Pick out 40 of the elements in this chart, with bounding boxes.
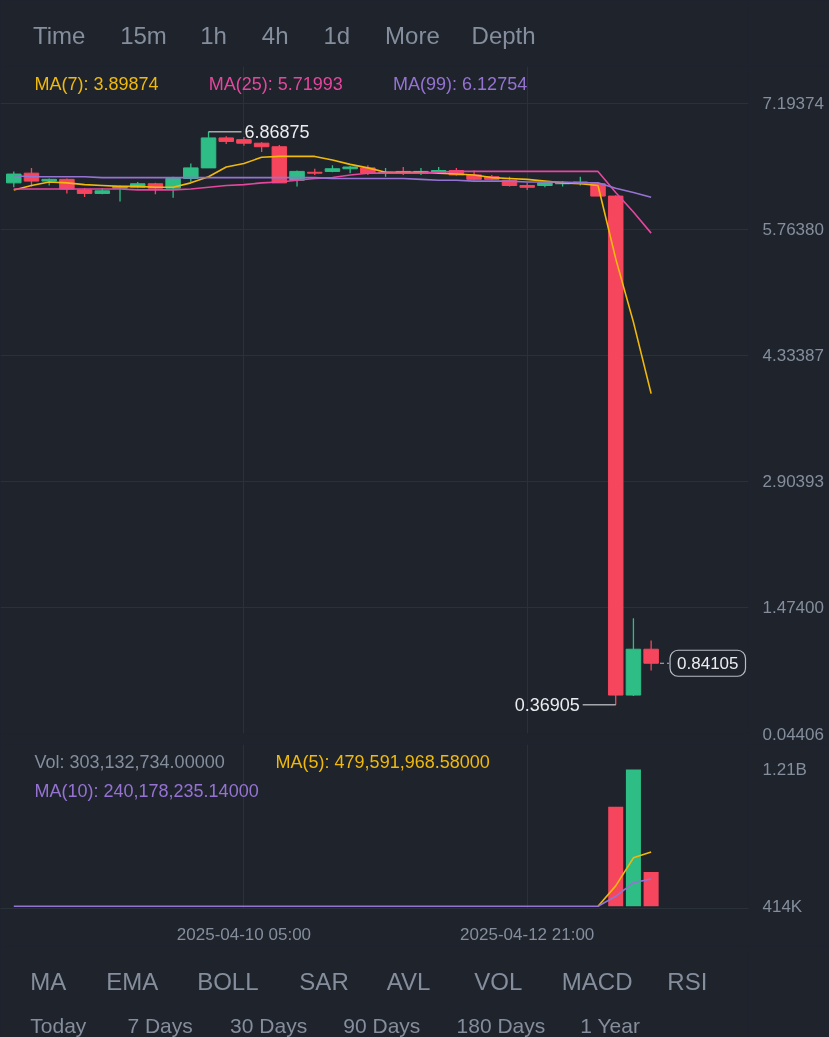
y-tick-label: 7.19374 <box>762 94 824 114</box>
y-tick-label: 5.76380 <box>762 220 824 240</box>
text: 1h <box>200 22 227 49</box>
text: MACD <box>561 968 633 995</box>
text: BOLL <box>197 968 259 995</box>
x-tick-label: 2025-04-10 05:00 <box>176 924 312 944</box>
text: 180 Days <box>456 1014 546 1037</box>
y-tick-label: 2.90393 <box>762 472 824 492</box>
y-tick-label: 1.21B <box>762 759 807 779</box>
text: SAR <box>299 968 349 995</box>
annotation: 6.86875 <box>244 122 310 143</box>
text: MA <box>30 968 67 995</box>
text: EMA <box>106 968 159 995</box>
annotation: 0.36905 <box>514 695 580 716</box>
text: Today <box>30 1014 87 1037</box>
text: AVL <box>386 968 431 995</box>
text: MA(10): 240,178,235.14000 <box>34 780 259 801</box>
y-tick-label: 414K <box>762 896 803 916</box>
text: 90 Days <box>343 1014 421 1037</box>
text: MA(5): 479,591,968.58000 <box>275 751 490 772</box>
ref-line-label: 0.84105 <box>677 654 739 674</box>
text: RSI <box>667 968 708 995</box>
text: 4h <box>261 22 289 49</box>
y-tick-label: 4.33387 <box>762 346 824 366</box>
text: 15m <box>120 22 167 49</box>
text: 1d <box>323 22 351 49</box>
text: MA(99): 6.12754 <box>393 73 528 94</box>
text: MA(25): 5.71993 <box>208 73 343 94</box>
text: 1 Year <box>580 1014 640 1037</box>
text: VOL <box>474 968 523 995</box>
text: Time <box>32 22 86 49</box>
text: 30 Days <box>230 1014 308 1037</box>
text: More <box>385 22 440 49</box>
annotation: Vol: 303,132,734.00000 <box>34 751 225 772</box>
y-tick-label: 0.04406 <box>762 724 824 744</box>
text: MA(7): 3.89874 <box>34 73 159 94</box>
y-tick-label: 1.47400 <box>762 598 824 618</box>
text: Depth <box>471 22 536 49</box>
text: 7 Days <box>127 1014 193 1037</box>
x-tick-label: 2025-04-12 21:00 <box>460 924 595 944</box>
